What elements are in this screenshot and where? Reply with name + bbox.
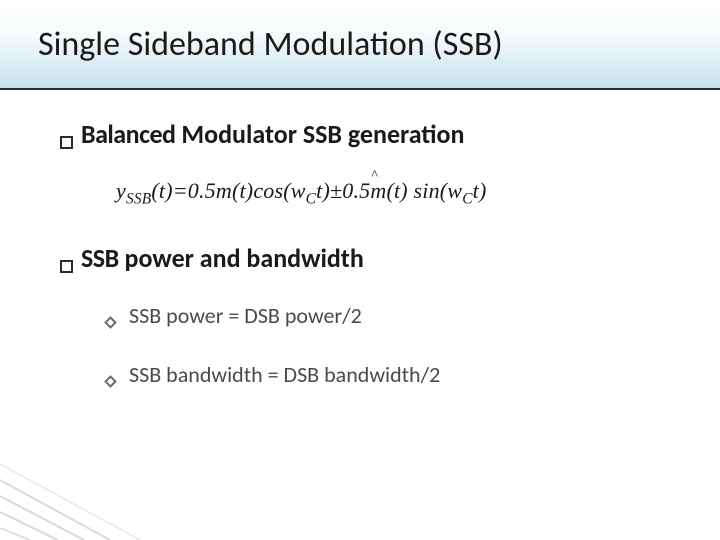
diamond-bullet-icon	[104, 317, 117, 330]
bullet-2-text: SSB power and bandwidth	[81, 242, 364, 274]
eq-part2: t)±0.5	[316, 178, 370, 203]
square-bullet-icon	[60, 260, 73, 273]
equation: ySSB(t)=0.5m(t)cos(wCt)±0.5^m(t) sin(wCt…	[116, 178, 670, 208]
subpoint-2: SSB bandwidth = DSB bandwidth/2	[106, 361, 670, 388]
bullet-2-rest: power and bandwidth	[119, 242, 364, 274]
subpoint-2-text: SSB bandwidth = DSB bandwidth/2	[129, 361, 440, 388]
content-area: Balanced Modulator SSB generation ySSB(t…	[0, 90, 720, 388]
hat-icon: ^	[371, 168, 378, 184]
eq-part4: t)	[473, 178, 487, 203]
subpoint-1-text: SSB power = DSB power/2	[129, 302, 362, 329]
corner-accent-icon	[0, 450, 160, 540]
subpoint-1: SSB power = DSB power/2	[106, 302, 670, 329]
bullet-1-rest: Modulator SSB generation	[176, 118, 465, 150]
bullet-1: Balanced Modulator SSB generation	[60, 118, 670, 150]
eq-prefix: y	[116, 178, 126, 203]
eq-sub-c2: C	[462, 190, 472, 207]
square-bullet-icon	[60, 136, 73, 149]
eq-sub-ssb: SSB	[126, 190, 151, 207]
slide-title: Single Sideband Modulation (SSB)	[38, 24, 503, 65]
eq-part1: (t)=0.5m(t)cos(w	[151, 178, 305, 203]
bullet-2: SSB power and bandwidth	[60, 242, 670, 274]
eq-part3: sin(w	[408, 178, 462, 203]
bullet-1-lead: Balanced	[81, 118, 176, 150]
eq-mhat: ^m	[370, 178, 386, 204]
bullet-1-text: Balanced Modulator SSB generation	[81, 118, 464, 150]
title-bar: Single Sideband Modulation (SSB)	[0, 0, 720, 90]
eq-mhat-after: (t)	[386, 178, 407, 203]
eq-sub-c1: C	[306, 190, 316, 207]
diamond-bullet-icon	[104, 376, 117, 389]
bullet-2-lead: SSB	[81, 242, 119, 274]
